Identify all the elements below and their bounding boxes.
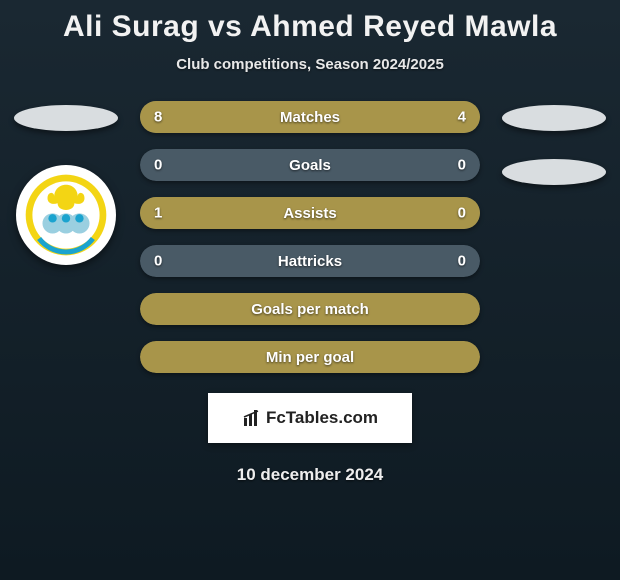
stat-value-right: 0 [458, 157, 466, 174]
stat-label: Min per goal [266, 349, 354, 366]
date-label: 10 december 2024 [237, 465, 384, 485]
page-title: Ali Surag vs Ahmed Reyed Mawla [0, 0, 620, 44]
stat-row-hattricks: 0 0 Hattricks [140, 245, 480, 277]
stat-row-goals: 0 0 Goals [140, 149, 480, 181]
stat-value-left: 8 [154, 109, 162, 126]
player-right-pill-2 [502, 159, 606, 185]
comparison-rows: 8 4 Matches 0 0 Goals 1 0 Assists 0 0 Hattricks Goal… [126, 101, 494, 485]
stat-label: Goals per match [251, 301, 369, 318]
stat-row-min-per-goal: Min per goal [140, 341, 480, 373]
stat-value-left: 1 [154, 205, 162, 222]
stat-row-goals-per-match: Goals per match [140, 293, 480, 325]
stat-value-right: 0 [458, 253, 466, 270]
stat-label: Hattricks [278, 253, 342, 270]
player-right-pill-1 [502, 105, 606, 131]
stat-label: Matches [280, 109, 340, 126]
player-left-badge [16, 165, 116, 265]
stat-value-left: 0 [154, 253, 162, 270]
stat-value-right: 0 [458, 205, 466, 222]
left-player-column [6, 101, 126, 485]
brand-box: FcTables.com [208, 393, 412, 443]
stat-row-matches: 8 4 Matches [140, 101, 480, 133]
club-crest-icon [24, 173, 108, 257]
stat-value-left: 0 [154, 157, 162, 174]
stat-value-right: 4 [458, 109, 466, 126]
brand-label: FcTables.com [242, 408, 378, 428]
right-player-column [494, 101, 614, 485]
subtitle: Club competitions, Season 2024/2025 [0, 56, 620, 73]
player-left-pill [14, 105, 118, 131]
stat-label: Goals [289, 157, 331, 174]
bar-chart-icon [242, 408, 262, 428]
stat-label: Assists [283, 205, 336, 222]
stat-row-assists: 1 0 Assists [140, 197, 480, 229]
